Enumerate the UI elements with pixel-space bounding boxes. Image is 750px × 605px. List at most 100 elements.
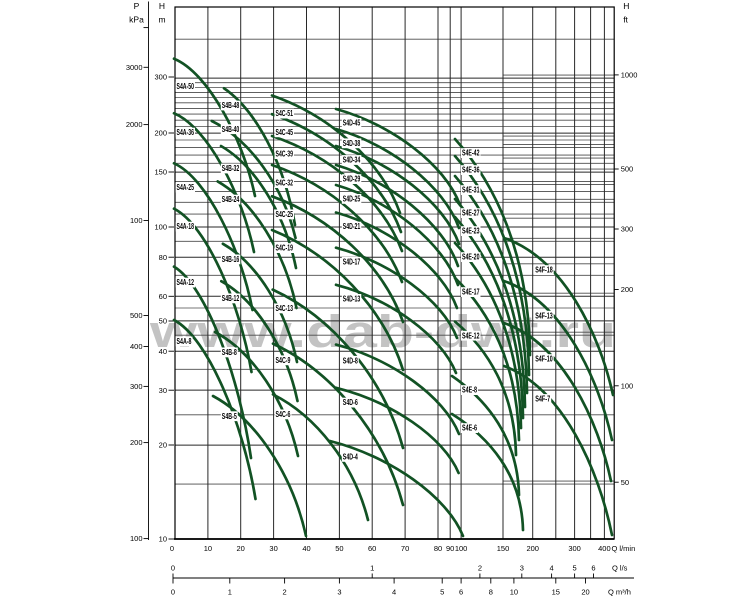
svg-text:60: 60 <box>159 292 167 301</box>
svg-text:100: 100 <box>154 223 167 232</box>
svg-text:2: 2 <box>283 588 287 597</box>
svg-text:300: 300 <box>130 382 143 391</box>
svg-text:50: 50 <box>621 478 629 487</box>
svg-text:200: 200 <box>526 544 539 553</box>
svg-text:10: 10 <box>159 535 167 544</box>
svg-text:50: 50 <box>335 544 343 553</box>
svg-text:S4E-8: S4E-8 <box>462 386 477 395</box>
svg-text:S4D-8: S4D-8 <box>343 356 358 365</box>
svg-text:S4E-31: S4E-31 <box>462 186 480 195</box>
svg-text:40: 40 <box>159 347 167 356</box>
svg-text:S4B-32: S4B-32 <box>222 164 240 173</box>
svg-text:S4D-38: S4D-38 <box>343 139 361 148</box>
svg-text:400: 400 <box>598 544 611 553</box>
svg-text:S4E-42: S4E-42 <box>462 149 480 158</box>
svg-text:Q l/s: Q l/s <box>612 564 628 573</box>
svg-text:3: 3 <box>520 564 524 573</box>
svg-text:S4C-6: S4C-6 <box>276 410 291 419</box>
svg-text:S4E-23: S4E-23 <box>462 227 480 236</box>
svg-text:70: 70 <box>401 544 409 553</box>
svg-text:S4F-10: S4F-10 <box>535 355 553 364</box>
svg-text:ft: ft <box>623 15 628 25</box>
svg-text:S4F-13: S4F-13 <box>535 311 553 320</box>
svg-text:8: 8 <box>489 588 493 597</box>
svg-text:100: 100 <box>455 544 468 553</box>
svg-text:4: 4 <box>392 588 396 597</box>
svg-text:S4D-4: S4D-4 <box>343 453 358 462</box>
svg-text:50: 50 <box>159 317 167 326</box>
svg-text:300: 300 <box>621 225 634 234</box>
svg-text:S4D-21: S4D-21 <box>343 222 361 231</box>
svg-text:S4E-27: S4E-27 <box>462 209 480 218</box>
svg-text:S4E-17: S4E-17 <box>462 288 480 297</box>
svg-text:20: 20 <box>159 441 167 450</box>
svg-text:1: 1 <box>228 588 232 597</box>
svg-text:S4B-16: S4B-16 <box>222 255 240 264</box>
svg-text:30: 30 <box>159 386 167 395</box>
svg-text:100: 100 <box>130 216 143 225</box>
svg-text:S4D-34: S4D-34 <box>343 156 361 165</box>
svg-text:80: 80 <box>159 253 167 262</box>
svg-text:S4F-18: S4F-18 <box>535 266 553 275</box>
svg-text:1: 1 <box>370 564 374 573</box>
svg-text:20: 20 <box>581 588 589 597</box>
svg-text:S4E-12: S4E-12 <box>462 331 480 340</box>
svg-text:S4E-6: S4E-6 <box>462 424 477 433</box>
svg-text:2000: 2000 <box>126 120 143 129</box>
svg-text:200: 200 <box>130 438 143 447</box>
svg-text:S4C-32: S4C-32 <box>276 179 294 188</box>
svg-text:S4D-13: S4D-13 <box>343 295 361 304</box>
svg-text:Q m³/h: Q m³/h <box>608 588 631 597</box>
svg-text:S4D-17: S4D-17 <box>343 257 361 266</box>
svg-text:100: 100 <box>621 381 634 390</box>
svg-text:2: 2 <box>478 564 482 573</box>
svg-text:S4C-9: S4C-9 <box>276 356 291 365</box>
svg-text:300: 300 <box>154 73 167 82</box>
svg-text:150: 150 <box>497 544 510 553</box>
svg-text:0: 0 <box>171 588 175 597</box>
svg-text:30: 30 <box>269 544 277 553</box>
svg-text:H: H <box>623 1 629 11</box>
svg-text:6: 6 <box>459 588 463 597</box>
svg-text:5: 5 <box>440 588 444 597</box>
svg-text:P: P <box>134 1 140 11</box>
svg-text:S4E-20: S4E-20 <box>462 253 480 262</box>
svg-text:S4A-8: S4A-8 <box>177 337 192 346</box>
svg-text:1000: 1000 <box>621 71 638 80</box>
svg-text:S4F-7: S4F-7 <box>535 395 550 404</box>
svg-text:S4C-45: S4C-45 <box>276 128 294 137</box>
svg-text:m: m <box>158 15 165 25</box>
svg-text:20: 20 <box>237 544 245 553</box>
svg-text:6: 6 <box>591 564 595 573</box>
svg-text:S4C-19: S4C-19 <box>276 244 294 253</box>
svg-text:S4B-8: S4B-8 <box>222 348 237 357</box>
svg-text:90: 90 <box>446 544 454 553</box>
svg-text:15: 15 <box>552 588 560 597</box>
svg-text:kPa: kPa <box>129 15 144 25</box>
svg-text:10: 10 <box>204 544 212 553</box>
svg-text:4: 4 <box>550 564 554 573</box>
svg-text:150: 150 <box>154 168 167 177</box>
svg-text:0: 0 <box>170 544 174 553</box>
svg-text:3: 3 <box>337 588 341 597</box>
svg-text:S4A-36: S4A-36 <box>177 128 195 137</box>
svg-text:80: 80 <box>434 544 442 553</box>
svg-text:400: 400 <box>130 342 143 351</box>
svg-text:S4A-12: S4A-12 <box>177 278 195 287</box>
svg-text:500: 500 <box>621 165 634 174</box>
svg-text:5: 5 <box>573 564 577 573</box>
svg-text:S4C-39: S4C-39 <box>276 150 294 159</box>
svg-text:S4D-29: S4D-29 <box>343 175 361 184</box>
svg-text:10: 10 <box>510 588 518 597</box>
svg-text:S4C-51: S4C-51 <box>276 109 294 118</box>
svg-text:S4A-25: S4A-25 <box>177 183 195 192</box>
svg-text:S4D-45: S4D-45 <box>343 119 361 128</box>
svg-text:S4B-40: S4B-40 <box>222 125 240 134</box>
svg-text:200: 200 <box>621 285 634 294</box>
svg-text:H: H <box>159 1 165 11</box>
svg-text:S4B-12: S4B-12 <box>222 294 240 303</box>
svg-text:S4C-13: S4C-13 <box>276 304 294 313</box>
svg-text:300: 300 <box>568 544 581 553</box>
svg-text:S4D-25: S4D-25 <box>343 195 361 204</box>
svg-text:S4B-5: S4B-5 <box>222 412 237 421</box>
